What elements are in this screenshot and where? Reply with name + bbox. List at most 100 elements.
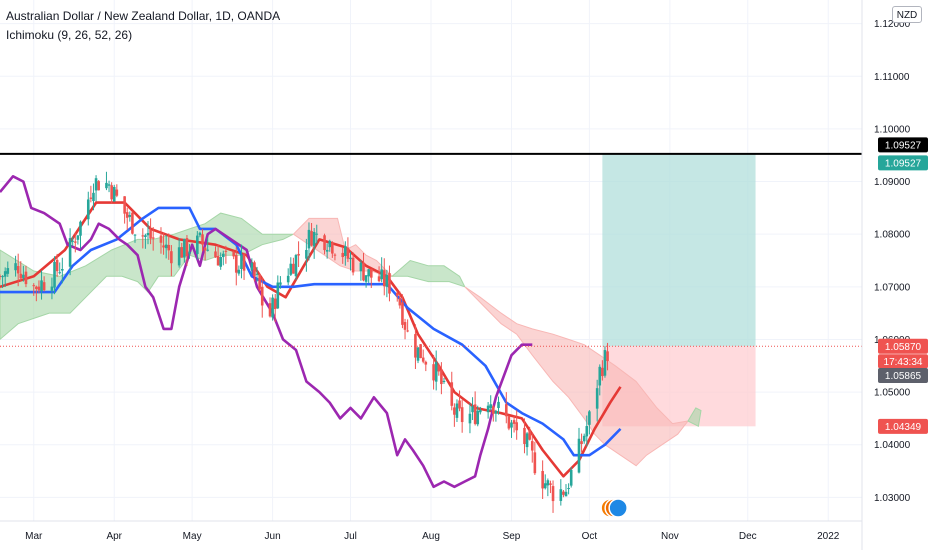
candle-body <box>107 184 111 186</box>
candle-body <box>312 231 316 247</box>
candle-body <box>32 285 36 287</box>
candle-body <box>3 271 7 277</box>
candle-body <box>76 235 80 240</box>
candle-body <box>307 229 311 249</box>
candle-body <box>240 254 243 269</box>
candle-body <box>203 247 207 251</box>
candle-body <box>268 303 272 317</box>
y-tick-label: 1.04000 <box>874 440 911 451</box>
candle-body <box>170 251 173 264</box>
currency-badge[interactable]: NZD <box>892 6 922 23</box>
candle-body <box>79 221 82 236</box>
x-tick-label: Dec <box>739 531 757 542</box>
candle-body <box>16 266 20 274</box>
candle-body <box>515 422 518 431</box>
price-label-text: 1.05870 <box>885 342 922 353</box>
candle-body <box>86 199 90 220</box>
candle-body <box>183 239 186 258</box>
candle-body <box>450 382 454 406</box>
candle-body <box>362 262 365 281</box>
candle-body <box>6 268 10 274</box>
target-zone <box>602 153 756 347</box>
candle-body <box>543 483 547 489</box>
candle-body <box>1 276 4 278</box>
candle-body <box>201 234 204 245</box>
candle-body <box>486 405 490 413</box>
candle-body <box>421 357 425 362</box>
candle-body <box>437 365 441 372</box>
x-tick-label: May <box>183 531 202 542</box>
candle-body <box>258 274 261 290</box>
candle-body <box>61 269 64 271</box>
candle-body <box>468 413 472 424</box>
candle-body <box>310 231 313 246</box>
candle-body <box>232 251 235 257</box>
candle-body <box>50 286 54 291</box>
candle-body <box>162 245 165 248</box>
candle-body <box>460 407 464 423</box>
candle-body <box>146 232 150 236</box>
candle-body <box>419 344 422 358</box>
candle-body <box>250 262 254 270</box>
candle-body <box>255 273 259 275</box>
price-label-box <box>878 418 928 434</box>
x-tick-label: Jun <box>265 531 281 542</box>
price-label-text: 1.09527 <box>885 140 922 151</box>
candle-body <box>234 254 238 273</box>
candle-body <box>167 244 171 251</box>
candle-body <box>221 253 225 258</box>
candle-body <box>89 197 93 199</box>
candle-body <box>471 406 474 413</box>
y-tick-label: 1.10000 <box>874 124 911 135</box>
candle-body <box>214 251 217 258</box>
symbol-title[interactable]: Australian Dollar / New Zealand Dollar, … <box>6 9 281 23</box>
candle-body <box>242 254 246 271</box>
price-label-text: 1.05865 <box>885 371 922 382</box>
candle-body <box>71 240 74 242</box>
candle-body <box>94 178 98 191</box>
candle-body <box>177 247 181 266</box>
indicator-legend[interactable]: Ichimoku (9, 26, 52, 26) <box>6 28 133 42</box>
event-coin-icon <box>608 498 628 518</box>
candle-body <box>458 400 461 409</box>
candle-body <box>133 234 137 236</box>
candle-body <box>24 271 28 285</box>
x-tick-label: Sep <box>503 531 521 542</box>
candle-body <box>453 407 456 415</box>
candle-body <box>382 270 386 287</box>
cloud-bear <box>464 286 690 467</box>
candlesticks <box>0 171 609 513</box>
candle-body <box>395 292 399 296</box>
candle-body <box>37 286 41 291</box>
candle-body <box>525 433 529 448</box>
y-tick-label: 1.03000 <box>874 493 911 504</box>
candle-body <box>289 263 293 275</box>
candle-body <box>125 212 129 218</box>
candle-body <box>180 247 184 258</box>
candle-body <box>416 347 420 361</box>
candle-body <box>22 274 25 278</box>
candle-body <box>219 256 222 267</box>
candle-body <box>549 483 552 485</box>
candle-body <box>585 426 589 437</box>
candle-body <box>494 410 498 414</box>
candle-body <box>55 259 59 272</box>
candle-body <box>497 401 500 409</box>
candle-body <box>598 366 602 386</box>
kijun-line <box>0 206 622 457</box>
candle-body <box>331 243 334 254</box>
cloud-bull <box>687 407 702 428</box>
candle-body <box>305 249 308 259</box>
candle-body <box>131 212 134 234</box>
candle-body <box>260 286 264 306</box>
candle-body <box>385 274 389 287</box>
x-tick-label: Aug <box>422 531 440 542</box>
y-tick-label: 1.11000 <box>874 72 910 83</box>
horizontal-levels <box>0 152 862 347</box>
x-tick-label: Mar <box>25 531 43 542</box>
calendar-events-icon[interactable] <box>600 498 628 518</box>
candle-body <box>271 297 274 318</box>
candle-body <box>588 411 591 425</box>
candle-body <box>546 480 550 486</box>
